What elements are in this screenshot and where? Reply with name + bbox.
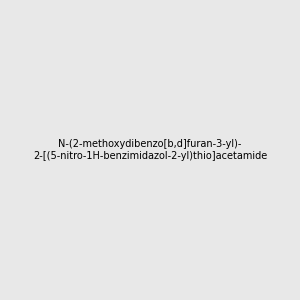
Text: N-(2-methoxydibenzo[b,d]furan-3-yl)-
2-[(5-nitro-1H-benzimidazol-2-yl)thio]aceta: N-(2-methoxydibenzo[b,d]furan-3-yl)- 2-[…: [33, 139, 267, 161]
